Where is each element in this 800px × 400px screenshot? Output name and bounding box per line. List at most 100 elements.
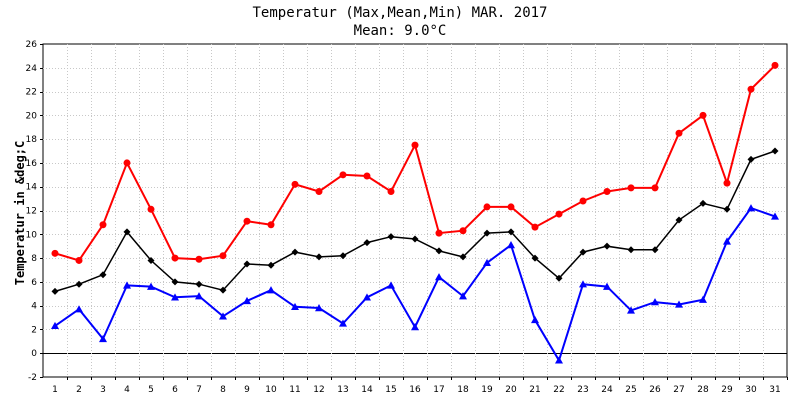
y-tick-label: -2 <box>28 373 37 383</box>
data-point <box>291 180 299 188</box>
data-point <box>147 282 155 290</box>
data-point <box>459 253 467 261</box>
data-point <box>123 281 131 289</box>
x-tick-label: 24 <box>601 385 613 395</box>
x-tick-label: 20 <box>505 385 517 395</box>
data-point <box>699 295 707 303</box>
data-point <box>315 253 323 261</box>
x-tick-label: 27 <box>673 385 684 395</box>
chart-title: Temperatur (Max,Mean,Min) MAR. 2017 <box>252 5 548 21</box>
x-tick-label: 17 <box>433 385 444 395</box>
chart-subtitle: Mean: 9.0°C <box>353 23 447 39</box>
data-point <box>771 61 779 69</box>
x-tick-label: 18 <box>457 385 469 395</box>
x-tick-label: 5 <box>148 385 154 395</box>
y-tick-label: 12 <box>26 207 37 217</box>
x-tick-label: 6 <box>172 385 178 395</box>
x-tick-label: 9 <box>244 385 250 395</box>
data-point <box>267 261 275 269</box>
data-point <box>579 280 587 288</box>
x-tick-label: 8 <box>220 385 226 395</box>
data-point <box>459 292 467 300</box>
data-point <box>555 274 563 282</box>
data-point <box>147 256 155 264</box>
data-point <box>603 282 611 290</box>
data-point <box>531 254 539 262</box>
data-point <box>123 159 131 167</box>
y-tick-label: 16 <box>26 159 38 169</box>
data-point <box>195 280 203 288</box>
x-tick-label: 12 <box>313 385 324 395</box>
data-point <box>627 246 635 254</box>
data-point <box>603 187 611 195</box>
x-tick-label: 11 <box>289 385 300 395</box>
y-tick-label: 20 <box>26 111 38 121</box>
data-point <box>123 228 131 236</box>
data-point <box>651 184 659 192</box>
data-point <box>675 300 683 308</box>
data-point <box>291 248 299 256</box>
x-tick-label: 4 <box>124 385 130 395</box>
data-point <box>51 249 59 257</box>
data-point <box>363 239 371 247</box>
data-point <box>579 248 587 256</box>
data-point <box>603 242 611 250</box>
data-point <box>339 252 347 260</box>
data-point <box>99 334 107 343</box>
y-tick-label: 14 <box>26 183 38 193</box>
data-point <box>651 246 659 254</box>
data-point <box>555 356 563 364</box>
x-tick-label: 16 <box>409 385 421 395</box>
data-point <box>75 305 83 313</box>
data-point <box>387 233 395 241</box>
y-tick-label: 6 <box>31 278 37 288</box>
y-tick-label: 0 <box>31 349 37 359</box>
y-tick-label: 26 <box>26 40 38 50</box>
x-tick-label: 23 <box>577 385 588 395</box>
data-point <box>627 184 635 192</box>
data-point <box>435 273 443 281</box>
data-point <box>507 240 515 249</box>
data-point <box>315 187 323 195</box>
x-tick-label: 2 <box>76 385 82 395</box>
data-point <box>243 217 251 225</box>
data-point <box>267 221 275 229</box>
data-point <box>459 227 467 235</box>
x-tick-label: 30 <box>745 385 757 395</box>
data-point <box>219 252 227 260</box>
y-tick-label: 2 <box>31 325 37 335</box>
x-tick-label: 26 <box>649 385 661 395</box>
y-tick-label: 10 <box>26 230 38 240</box>
data-point <box>507 203 515 211</box>
data-point <box>195 255 203 263</box>
data-point <box>555 210 563 218</box>
data-point <box>99 271 107 279</box>
x-tick-label: 28 <box>697 385 709 395</box>
data-point <box>627 306 635 314</box>
data-point <box>219 312 227 320</box>
data-point <box>651 298 659 306</box>
data-point <box>387 281 395 289</box>
data-point <box>507 228 515 236</box>
data-point <box>411 141 419 149</box>
x-tick-label: 22 <box>553 385 564 395</box>
data-point <box>483 203 491 211</box>
data-point <box>363 172 371 180</box>
data-point <box>339 319 347 327</box>
data-point <box>435 247 443 255</box>
data-point <box>699 111 707 119</box>
data-point <box>243 296 251 305</box>
x-tick-label: 14 <box>361 385 373 395</box>
data-point <box>747 204 755 212</box>
x-tick-label: 15 <box>385 385 396 395</box>
y-tick-label: 22 <box>26 88 37 98</box>
plot-area <box>42 43 788 378</box>
data-point <box>51 287 59 295</box>
x-tick-label: 25 <box>625 385 636 395</box>
y-tick-label: 4 <box>31 302 37 312</box>
x-tick-label: 13 <box>337 385 348 395</box>
data-point <box>171 293 179 301</box>
data-point <box>171 278 179 286</box>
data-point <box>675 129 683 137</box>
